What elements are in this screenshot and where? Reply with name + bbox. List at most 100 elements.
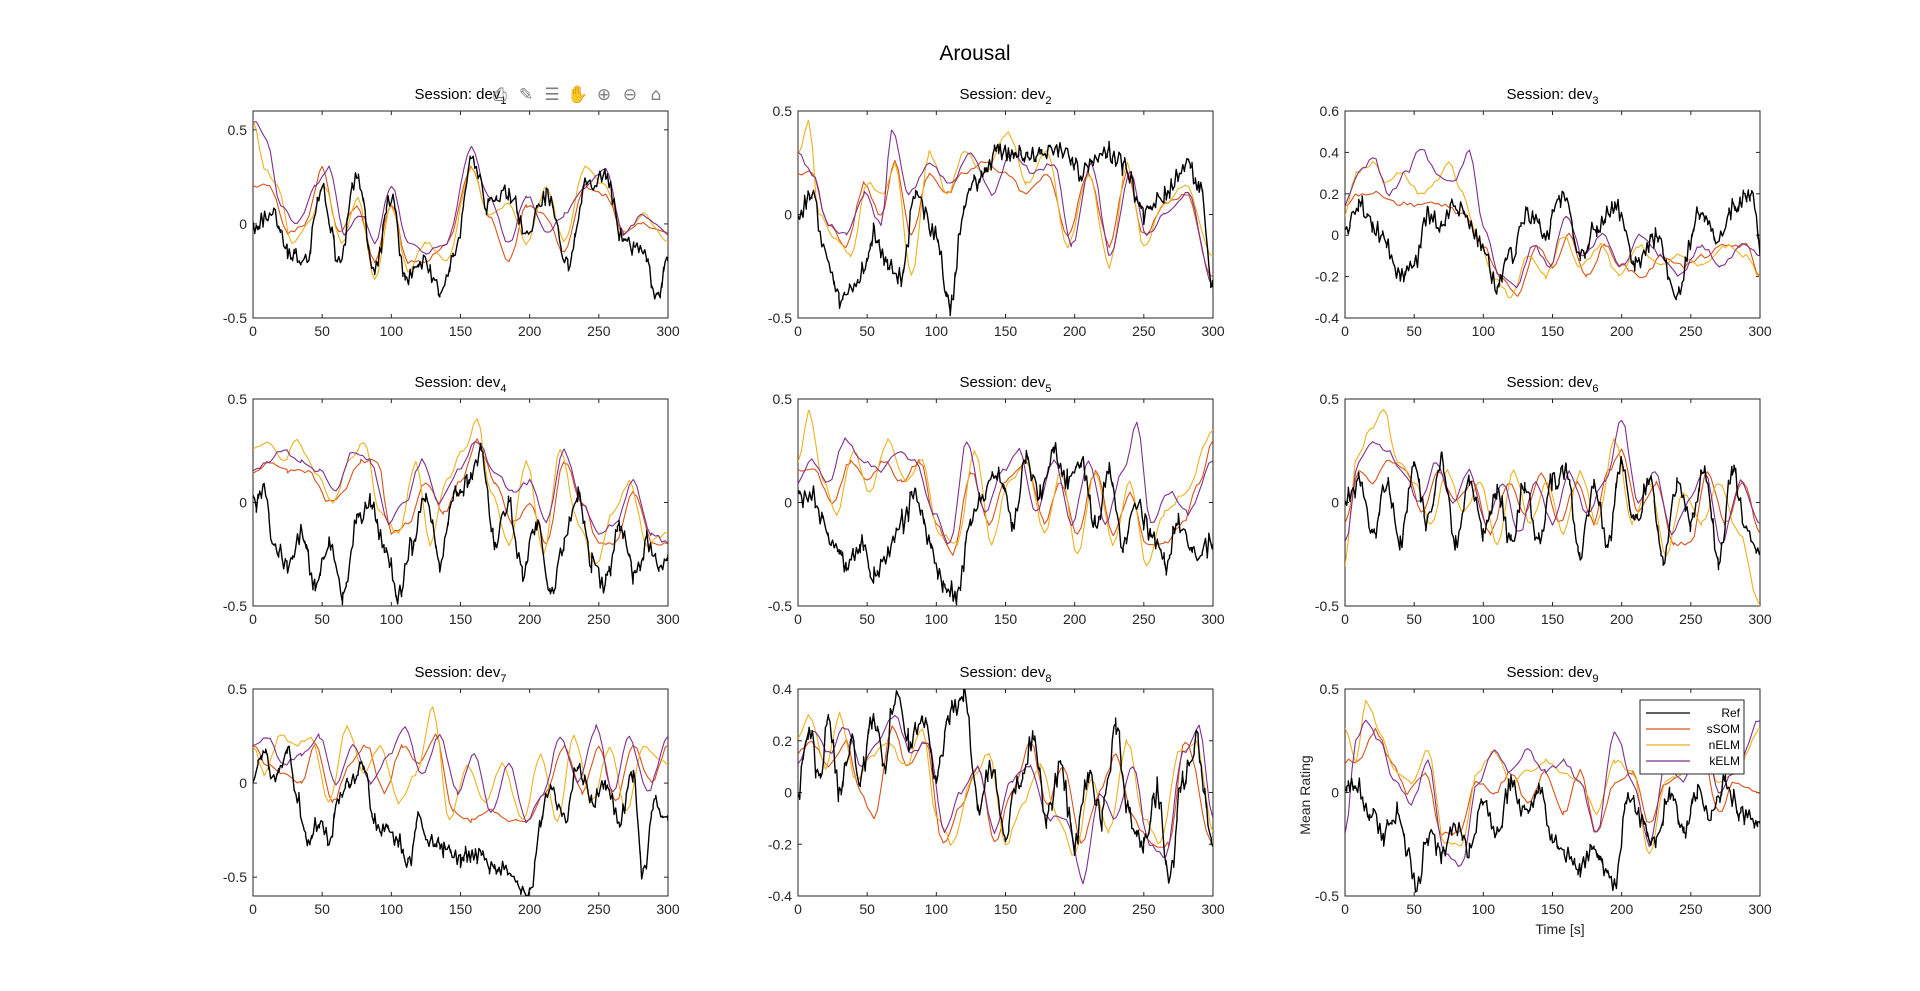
y-tick-label: -0.2 (1315, 269, 1339, 285)
subplot-dev3: Session: dev3 0 50 100 150 200 250 300 -0.4 -0.2 0… (1315, 86, 1772, 339)
y-tick-label: 0 (1331, 227, 1339, 243)
x-tick-label: 150 (1541, 901, 1565, 917)
pan-icon[interactable]: ✋ (567, 85, 589, 105)
export-icon[interactable]: ⎙ (493, 85, 507, 105)
series-line-ref (253, 745, 668, 896)
figure-title: Arousal (939, 42, 1010, 65)
x-tick-label: 250 (1132, 611, 1156, 627)
x-tick-label: 150 (994, 611, 1018, 627)
y-tick-label: -0.5 (223, 310, 247, 326)
x-tick-label: 50 (1406, 611, 1422, 627)
y-tick-label: 0.4 (773, 681, 793, 697)
x-tick-label: 150 (449, 323, 473, 339)
series-line-ref (798, 140, 1213, 317)
y-tick-label: 0 (239, 775, 247, 791)
x-tick-label: 50 (859, 323, 875, 339)
series-line-ref (1345, 774, 1760, 893)
y-tick-label: -0.5 (1315, 598, 1339, 614)
x-tick-label: 300 (1201, 323, 1225, 339)
y-tick-label: 0 (784, 495, 792, 511)
x-tick-label: 150 (449, 901, 473, 917)
x-tick-label: 150 (994, 323, 1018, 339)
axes-box (797, 688, 1214, 897)
series-line-ref (253, 155, 668, 300)
x-tick-label: 0 (249, 901, 257, 917)
x-tick-label: 300 (656, 323, 680, 339)
x-tick-label: 250 (587, 901, 611, 917)
y-tick-label: 0 (784, 207, 792, 223)
series-line-ref (798, 442, 1213, 606)
axes-box (797, 398, 1214, 607)
y-tick-label: 0.5 (228, 681, 248, 697)
series-line-kelm (798, 421, 1213, 545)
x-tick-label: 100 (380, 611, 404, 627)
series-line-kelm (1345, 148, 1760, 289)
brush-icon[interactable]: ✎ (518, 85, 534, 105)
x-tick-label: 300 (1748, 323, 1772, 339)
series-line-ref (1345, 189, 1760, 301)
y-tick-label: 0.5 (773, 391, 793, 407)
y-tick-label: 0.5 (1320, 391, 1340, 407)
y-tick-label: 0 (239, 216, 247, 232)
x-tick-label: 100 (380, 901, 404, 917)
x-tick-label: 0 (1341, 323, 1349, 339)
x-tick-label: 250 (1679, 611, 1703, 627)
y-tick-label: -0.4 (768, 888, 792, 904)
subplot-title: Session: dev1 (414, 86, 506, 107)
series-line-ssom (798, 725, 1213, 848)
subplot-title: Session: dev4 (414, 374, 506, 395)
data-tips-icon[interactable]: ☰ (544, 85, 560, 105)
subplot-title: Session: dev3 (1506, 86, 1598, 107)
y-tick-label: -0.5 (223, 869, 247, 885)
y-tick-label: -0.5 (768, 598, 792, 614)
x-tick-label: 250 (587, 323, 611, 339)
x-tick-label: 200 (518, 611, 542, 627)
zoom-in-icon[interactable]: ⊕ (596, 85, 612, 105)
series-line-kelm (1345, 419, 1760, 546)
legend[interactable]: Ref sSOM nELM kELM (1639, 699, 1745, 775)
y-tick-label: 0 (239, 495, 247, 511)
y-tick-label: 0.2 (1320, 186, 1340, 202)
subplot-title: Session: dev9 (1506, 664, 1598, 685)
x-tick-label: 150 (1541, 323, 1565, 339)
series-line-ssom (798, 159, 1213, 278)
series-line-kelm (253, 441, 668, 545)
series-line-nelm (253, 418, 668, 565)
series-line-nelm (798, 711, 1213, 856)
legend-label-kelm: kELM (1709, 754, 1740, 768)
series-line-ssom (798, 440, 1213, 556)
home-icon[interactable]: ⌂ (650, 85, 662, 105)
zoom-out-icon[interactable]: ⊖ (622, 85, 638, 105)
x-tick-label: 300 (656, 611, 680, 627)
series-line-ssom (253, 165, 668, 264)
legend-label-ref: Ref (1721, 706, 1740, 720)
x-tick-label: 250 (1679, 901, 1703, 917)
y-axis-label: Mean Rating (1297, 755, 1313, 834)
legend-label-ssom: sSOM (1707, 722, 1740, 736)
y-tick-label: 0.2 (773, 733, 793, 749)
x-tick-label: 150 (1541, 611, 1565, 627)
y-tick-label: -0.5 (1315, 888, 1339, 904)
x-tick-label: 0 (1341, 901, 1349, 917)
x-tick-label: 0 (1341, 611, 1349, 627)
series-line-ref (1345, 451, 1760, 571)
x-tick-label: 50 (314, 323, 330, 339)
y-tick-label: 0 (784, 785, 792, 801)
series-line-ssom (253, 438, 668, 546)
y-tick-label: -0.5 (768, 310, 792, 326)
y-tick-label: -0.4 (1315, 310, 1339, 326)
x-tick-label: 250 (1679, 323, 1703, 339)
series-line-nelm (798, 119, 1213, 276)
legend-label-nelm: nELM (1709, 738, 1740, 752)
x-tick-label: 150 (449, 611, 473, 627)
x-tick-label: 50 (314, 901, 330, 917)
subplot-title: Session: dev6 (1506, 374, 1598, 395)
y-tick-label: 0.5 (1320, 681, 1340, 697)
x-tick-label: 0 (249, 323, 257, 339)
subplot-title: Session: dev8 (959, 664, 1051, 685)
